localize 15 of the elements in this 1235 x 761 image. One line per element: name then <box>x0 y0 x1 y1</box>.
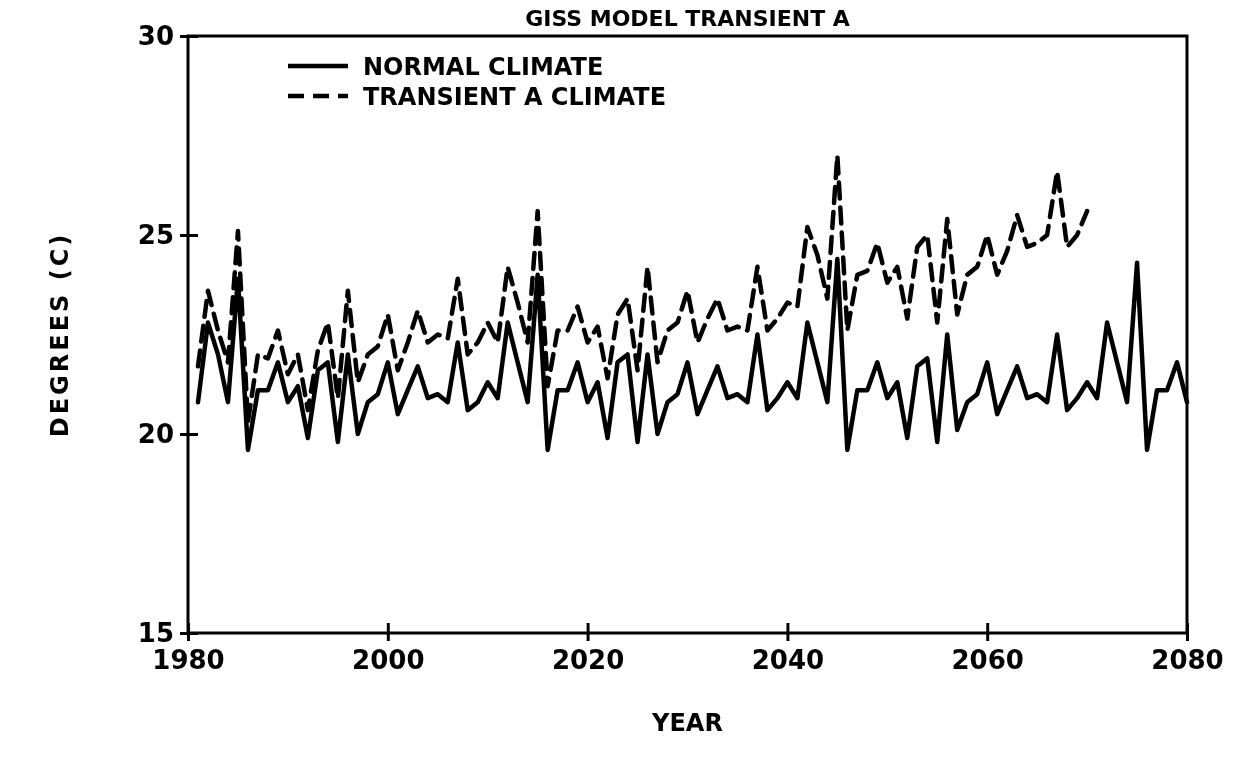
chart-title: GISS MODEL TRANSIENT A <box>525 6 850 31</box>
legend-label: TRANSIENT A CLIMATE <box>363 83 667 111</box>
y-tick-label: 20 <box>137 418 174 449</box>
x-tick-label: 1980 <box>152 645 225 676</box>
y-axis-title: DEGREES (C) <box>46 231 74 438</box>
x-axis-title: YEAR <box>651 709 723 737</box>
x-tick-label: 2040 <box>751 645 825 676</box>
y-tick-label: 15 <box>137 617 174 648</box>
x-tick-label: 2080 <box>1151 645 1224 676</box>
x-tick-label: 2020 <box>551 645 625 676</box>
y-tick-label: 25 <box>137 219 174 250</box>
legend-label: NORMAL CLIMATE <box>363 53 604 81</box>
y-tick-label: 30 <box>137 20 174 51</box>
x-tick-label: 2060 <box>951 645 1024 676</box>
x-tick-label: 2000 <box>352 645 425 676</box>
